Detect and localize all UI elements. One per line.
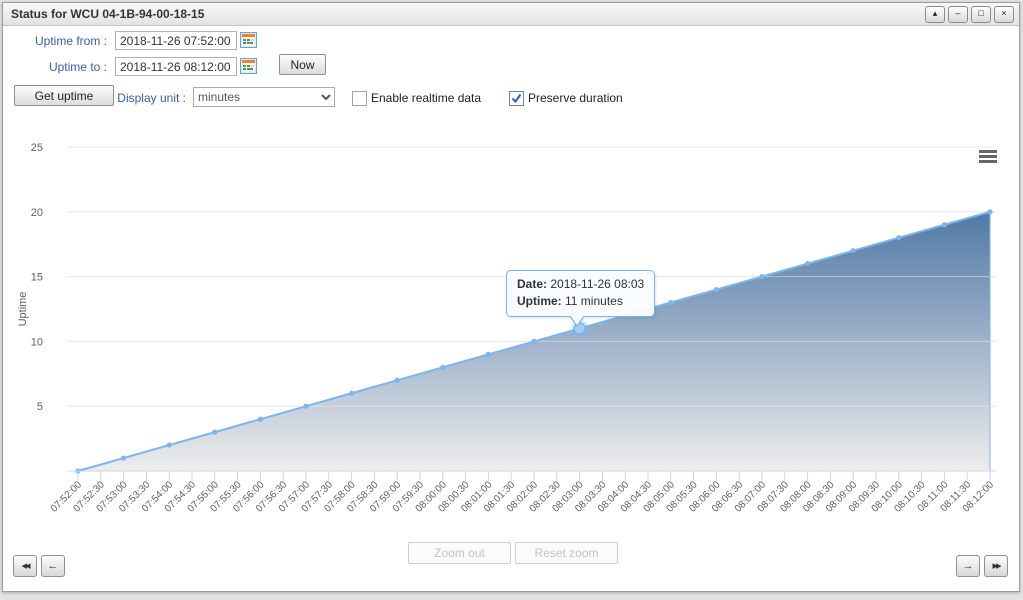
svg-text:08:01:30: 08:01:30 bbox=[482, 479, 518, 515]
svg-text:07:58:00: 07:58:00 bbox=[322, 479, 358, 515]
title-bar[interactable]: Status for WCU 04-1B-94-00-18-15 ▴ – □ × bbox=[3, 3, 1019, 26]
svg-text:08:03:30: 08:03:30 bbox=[573, 479, 609, 515]
tooltip-date-row: Date: 2018-11-26 08:03 bbox=[517, 276, 644, 293]
get-uptime-button[interactable]: Get uptime bbox=[14, 85, 114, 106]
svg-text:08:08:00: 08:08:00 bbox=[778, 479, 814, 515]
svg-text:08:07:30: 08:07:30 bbox=[756, 479, 792, 515]
svg-text:25: 25 bbox=[31, 142, 43, 154]
svg-text:08:00:30: 08:00:30 bbox=[436, 479, 472, 515]
svg-text:07:52:00: 07:52:00 bbox=[49, 479, 85, 515]
svg-text:07:59:30: 07:59:30 bbox=[391, 479, 427, 515]
svg-text:07:55:30: 07:55:30 bbox=[208, 479, 244, 515]
maximize-icon[interactable]: □ bbox=[971, 5, 991, 23]
svg-text:07:57:00: 07:57:00 bbox=[277, 479, 313, 515]
svg-text:10: 10 bbox=[31, 336, 43, 348]
tooltip-date-value: 2018-11-26 08:03 bbox=[550, 277, 645, 291]
uptime-to-label: Uptime to : bbox=[48, 60, 107, 74]
status-window: Status for WCU 04-1B-94-00-18-15 ▴ – □ ×… bbox=[2, 2, 1020, 592]
svg-text:08:07:00: 08:07:00 bbox=[733, 479, 769, 515]
enable-realtime-label: Enable realtime data bbox=[371, 91, 482, 105]
svg-text:Uptime: Uptime bbox=[17, 292, 29, 327]
svg-text:07:57:30: 07:57:30 bbox=[300, 479, 336, 515]
tooltip-uptime-label: Uptime: bbox=[517, 294, 562, 308]
check-icon bbox=[511, 93, 522, 104]
chart-tooltip: Date: 2018-11-26 08:03 Uptime: 11 minute… bbox=[506, 270, 656, 327]
svg-text:08:12:00: 08:12:00 bbox=[961, 479, 997, 515]
svg-text:07:59:00: 07:59:00 bbox=[368, 479, 404, 515]
svg-text:08:02:30: 08:02:30 bbox=[528, 479, 564, 515]
uptime-from-label: Uptime from : bbox=[34, 34, 107, 48]
svg-text:20: 20 bbox=[31, 207, 43, 219]
display-unit-select[interactable]: minutes bbox=[193, 87, 335, 107]
svg-text:08:04:30: 08:04:30 bbox=[619, 479, 655, 515]
svg-text:08:03:00: 08:03:00 bbox=[550, 479, 586, 515]
window-controls: ▴ – □ × bbox=[925, 5, 1019, 23]
uptime-to-input[interactable] bbox=[115, 57, 237, 76]
svg-text:5: 5 bbox=[37, 401, 43, 413]
svg-text:07:55:00: 07:55:00 bbox=[186, 479, 222, 515]
svg-text:07:53:30: 07:53:30 bbox=[117, 479, 153, 515]
svg-text:08:06:30: 08:06:30 bbox=[710, 479, 746, 515]
svg-text:07:52:30: 07:52:30 bbox=[72, 479, 108, 515]
svg-text:07:56:00: 07:56:00 bbox=[231, 479, 267, 515]
collapse-icon[interactable]: ▴ bbox=[925, 5, 945, 23]
svg-text:07:53:00: 07:53:00 bbox=[94, 479, 130, 515]
preserve-duration-label: Preserve duration bbox=[528, 91, 623, 105]
preserve-duration-checkbox[interactable] bbox=[509, 91, 524, 106]
tooltip-uptime-value: 11 minutes bbox=[565, 294, 623, 308]
chart-menu-icon[interactable] bbox=[978, 150, 998, 167]
minimize-icon[interactable]: – bbox=[948, 5, 968, 23]
uptime-from-calendar-icon[interactable] bbox=[240, 32, 257, 48]
next-page-icon[interactable]: → bbox=[956, 555, 980, 577]
svg-text:08:11:00: 08:11:00 bbox=[916, 479, 951, 514]
last-page-icon[interactable]: ▸▸ bbox=[984, 555, 1008, 577]
first-page-icon[interactable]: ◂◂ bbox=[13, 555, 37, 577]
now-button[interactable]: Now bbox=[279, 54, 326, 75]
zoom-out-button[interactable]: Zoom out bbox=[408, 542, 511, 564]
svg-text:08:04:00: 08:04:00 bbox=[596, 479, 632, 515]
svg-text:08:05:30: 08:05:30 bbox=[664, 479, 700, 515]
tooltip-uptime-row: Uptime: 11 minutes bbox=[517, 293, 644, 310]
display-unit-label: Display unit : bbox=[117, 91, 186, 105]
svg-text:15: 15 bbox=[31, 272, 43, 284]
tooltip-date-label: Date: bbox=[517, 277, 548, 291]
svg-text:08:09:30: 08:09:30 bbox=[847, 479, 883, 515]
uptime-to-calendar-icon[interactable] bbox=[240, 58, 257, 74]
close-icon[interactable]: × bbox=[994, 5, 1014, 23]
svg-text:08:10:30: 08:10:30 bbox=[892, 479, 928, 515]
svg-text:08:10:00: 08:10:00 bbox=[870, 479, 906, 515]
svg-text:07:58:30: 07:58:30 bbox=[345, 479, 381, 515]
svg-text:07:54:30: 07:54:30 bbox=[163, 479, 199, 515]
uptime-from-input[interactable] bbox=[115, 31, 237, 50]
svg-text:08:01:00: 08:01:00 bbox=[459, 479, 495, 515]
prev-page-icon[interactable]: ← bbox=[41, 555, 65, 577]
svg-text:08:08:30: 08:08:30 bbox=[801, 479, 837, 515]
calendar-icon bbox=[240, 32, 257, 48]
svg-text:08:00:00: 08:00:00 bbox=[414, 479, 450, 515]
window-title: Status for WCU 04-1B-94-00-18-15 bbox=[11, 7, 205, 21]
svg-text:08:09:00: 08:09:00 bbox=[824, 479, 860, 515]
svg-text:08:06:00: 08:06:00 bbox=[687, 479, 723, 515]
svg-text:07:56:30: 07:56:30 bbox=[254, 479, 290, 515]
reset-zoom-button[interactable]: Reset zoom bbox=[515, 542, 618, 564]
svg-text:08:11:30: 08:11:30 bbox=[939, 479, 974, 514]
svg-text:07:54:00: 07:54:00 bbox=[140, 479, 176, 515]
svg-text:08:02:00: 08:02:00 bbox=[505, 479, 541, 515]
calendar-icon bbox=[240, 58, 257, 74]
svg-text:08:05:00: 08:05:00 bbox=[642, 479, 678, 515]
enable-realtime-checkbox[interactable] bbox=[352, 91, 367, 106]
